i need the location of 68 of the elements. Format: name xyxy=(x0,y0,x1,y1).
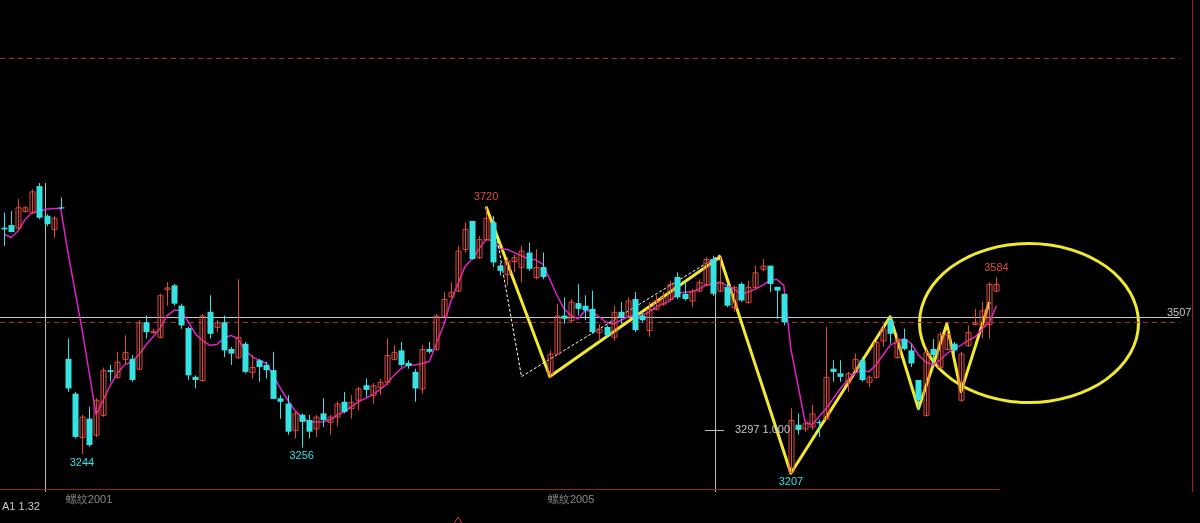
candlestick xyxy=(561,296,568,325)
annotation: 3584 xyxy=(984,260,1009,273)
candlestick xyxy=(79,414,86,455)
candlestick xyxy=(292,411,299,439)
candlestick xyxy=(355,386,362,411)
candlestick xyxy=(795,412,802,436)
candlestick xyxy=(908,343,915,368)
candlestick xyxy=(533,248,540,280)
text: 3507 xyxy=(1167,306,1192,318)
candlestick xyxy=(845,371,852,393)
candlestick xyxy=(122,334,129,366)
candlestick xyxy=(199,313,206,383)
candlestick xyxy=(901,328,908,351)
candlestick xyxy=(731,284,738,313)
candlestick xyxy=(887,315,894,345)
candlestick xyxy=(923,348,930,418)
candlestick xyxy=(852,353,859,373)
candlestick xyxy=(164,281,171,307)
candlestick xyxy=(894,334,901,360)
candlestick xyxy=(674,271,681,300)
annotation: 3207 xyxy=(778,474,804,487)
x-tick-label: 螺纹2005 xyxy=(547,493,595,506)
candlestick xyxy=(235,278,242,360)
candlestick xyxy=(625,296,632,318)
candlestick xyxy=(958,351,965,403)
candlestick xyxy=(540,252,547,280)
x-tick-label: 螺纹2001 xyxy=(65,493,113,506)
candlestick xyxy=(823,326,830,421)
candlestick xyxy=(767,265,774,293)
annotation: 3244 xyxy=(69,455,95,468)
candlestick xyxy=(341,391,348,414)
candlestick xyxy=(526,242,533,272)
candlestick xyxy=(178,303,185,330)
candlestick xyxy=(965,324,972,348)
candlestick xyxy=(859,356,866,383)
candlestick xyxy=(880,324,887,348)
annotation: 3720 xyxy=(473,189,499,202)
candlestick xyxy=(462,221,469,254)
annotation: 3256 xyxy=(289,449,314,462)
candlestick xyxy=(51,215,58,238)
text: A1 1.32 xyxy=(2,500,40,512)
candlestick xyxy=(129,354,136,383)
candlestick xyxy=(930,338,937,364)
candlestick xyxy=(171,283,178,307)
candlestick xyxy=(788,407,795,474)
candlestick xyxy=(412,368,419,403)
candlestick xyxy=(724,283,731,308)
candlestick xyxy=(143,315,150,340)
candlestick xyxy=(348,394,355,420)
candlestick xyxy=(320,397,327,428)
candlestick xyxy=(830,359,837,383)
candlestick xyxy=(313,414,320,438)
candlestick xyxy=(136,319,143,371)
candlestick xyxy=(363,378,370,398)
candlestick xyxy=(568,298,575,323)
candlestick xyxy=(455,245,462,293)
candlestick xyxy=(774,286,781,320)
candlestick xyxy=(419,344,426,395)
candlestick xyxy=(611,305,618,342)
candlestick xyxy=(249,354,256,380)
candlestick xyxy=(915,379,922,411)
candlestick xyxy=(114,351,121,380)
candlestick xyxy=(682,281,689,301)
candlestick xyxy=(738,281,745,303)
candlestick xyxy=(207,294,214,340)
candlestick xyxy=(717,256,724,293)
candlestick xyxy=(618,301,625,325)
candlestick xyxy=(837,359,844,383)
